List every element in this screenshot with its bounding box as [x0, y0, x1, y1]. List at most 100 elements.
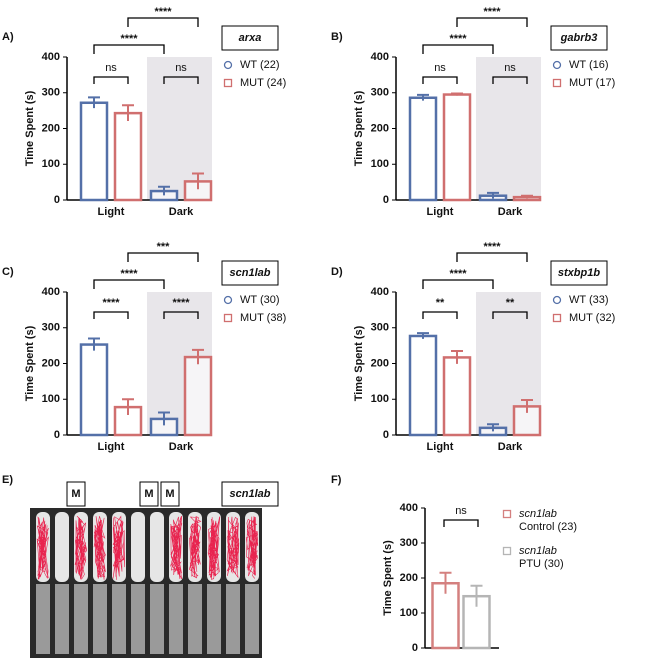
panel-label: E) [2, 474, 13, 486]
significance: ** [436, 297, 445, 309]
bracket [443, 519, 479, 527]
y-tick-label: 300 [400, 537, 418, 549]
x-tick-label: Light [427, 206, 454, 218]
bracket [422, 44, 494, 54]
error-bar [192, 348, 204, 365]
y-tick-label: 0 [383, 194, 389, 206]
trace [112, 515, 125, 580]
trace [188, 516, 202, 579]
bracket [456, 252, 528, 262]
bar [113, 111, 143, 202]
y-tick-label: 100 [371, 393, 389, 405]
y-tick-label: 200 [42, 357, 60, 369]
tube-top [150, 512, 164, 582]
significance: ns [434, 62, 446, 74]
error-bar [192, 172, 204, 190]
y-tick-label: 300 [42, 322, 60, 334]
bracket [492, 76, 528, 84]
panel-label: B) [331, 31, 343, 43]
y-tick-label: 200 [400, 572, 418, 584]
bracket [127, 252, 199, 262]
error-bar [122, 398, 134, 415]
bracket [93, 76, 129, 84]
tube-bottom [207, 584, 221, 654]
error-bar [470, 584, 483, 607]
trace [170, 515, 183, 580]
significance: **** [449, 268, 467, 280]
y-tick-label: 300 [42, 87, 60, 99]
tube-bottom [36, 584, 50, 654]
marker-box [66, 481, 86, 507]
y-tick-label: 0 [412, 642, 418, 654]
panel-label: A) [2, 31, 14, 43]
bracket [93, 311, 129, 319]
y-tick-label: 400 [371, 51, 389, 63]
y-tick-label: 400 [42, 286, 60, 298]
gene-label: stxbp1b [558, 267, 600, 279]
legend-marker [552, 313, 562, 323]
y-axis-title: Time Spent (s) [24, 90, 36, 166]
x-tick-label: Light [98, 206, 125, 218]
x-tick-label: Dark [169, 441, 194, 453]
legend-marker [552, 78, 562, 88]
bar [512, 405, 542, 437]
legend-marker [223, 78, 233, 88]
marker-box [139, 481, 159, 507]
tube-bottom [169, 584, 183, 654]
marker-label: M [71, 488, 80, 500]
legend-note: Control (23) [519, 521, 577, 533]
legend-marker [552, 295, 562, 305]
bracket [93, 279, 165, 289]
tube-bottom [150, 584, 164, 654]
legend-marker [223, 60, 233, 70]
bar [442, 93, 472, 202]
dark-shade [147, 57, 212, 200]
y-tick-label: 0 [54, 429, 60, 441]
trace [245, 516, 259, 579]
y-tick-label: 200 [371, 357, 389, 369]
trace [74, 515, 87, 580]
bar [79, 343, 109, 437]
gene-box [550, 25, 608, 51]
trace [93, 516, 106, 580]
y-tick-label: 200 [42, 122, 60, 134]
gene-box [221, 260, 279, 286]
significance: ns [504, 62, 516, 74]
significance: *** [157, 241, 171, 253]
bracket [93, 44, 165, 54]
gene-label: arxa [239, 32, 262, 44]
y-tick-label: 100 [42, 158, 60, 170]
legend-marker [223, 295, 233, 305]
error-bar [439, 571, 452, 594]
bar [408, 96, 438, 202]
y-tick-label: 100 [42, 393, 60, 405]
error-bar [451, 349, 463, 364]
bar [183, 355, 213, 437]
error-bar [122, 104, 134, 121]
error-bar [88, 337, 100, 351]
bracket [422, 311, 458, 319]
tube-bottom [188, 584, 202, 654]
x-tick-label: Dark [498, 441, 523, 453]
bar [462, 594, 491, 650]
bar [408, 334, 438, 437]
significance: ns [455, 505, 467, 517]
y-tick-label: 400 [371, 286, 389, 298]
y-tick-label: 0 [383, 429, 389, 441]
x-tick-label: Dark [498, 206, 523, 218]
tube-top [55, 512, 69, 582]
tube-bottom [245, 584, 259, 654]
legend-note: PTU (30) [519, 558, 564, 570]
error-bar [88, 96, 100, 109]
tube-bottom [131, 584, 145, 654]
legend-marker [223, 313, 233, 323]
legend-label: WT (22) [240, 59, 280, 71]
legend-label: MUT (17) [569, 77, 615, 89]
x-tick-label: Light [98, 441, 125, 453]
error-bar [451, 92, 463, 96]
legend-label: WT (30) [240, 294, 280, 306]
x-tick-label: Dark [169, 206, 194, 218]
y-axis-title: Time Spent (s) [353, 90, 365, 166]
x-tick-label: Light [427, 441, 454, 453]
legend-marker [502, 509, 512, 519]
